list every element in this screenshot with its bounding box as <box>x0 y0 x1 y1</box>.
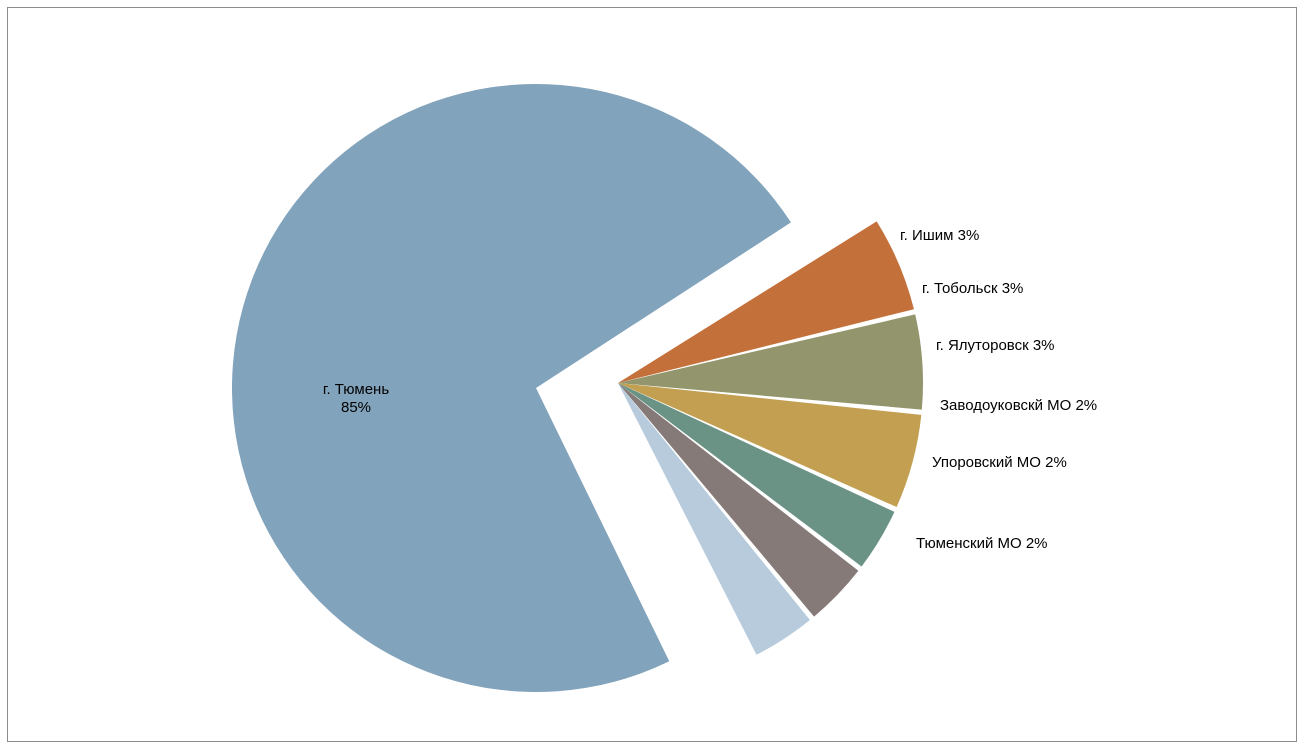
slice-label-7: Тюменский МО 2% <box>916 535 1048 552</box>
pie-slice-7 <box>618 383 810 655</box>
pie-slice-4 <box>618 383 922 508</box>
slice-label-2: г. Ишим 3% <box>900 227 979 244</box>
slice-label-5: Заводоуковскй МО 2% <box>940 397 1097 414</box>
slice-label-category: г. Тюмень <box>323 381 389 398</box>
slice-labels: г. Тюмень 85% г. Ишим 3% г. Тобольск 3% г. Я… <box>323 227 1097 552</box>
slice-label-value: 85% <box>341 399 371 416</box>
slice-label-4: г. Ялуторовск 3% <box>936 337 1055 354</box>
slice-label-1: г. Тюмень 85% <box>323 381 389 416</box>
slice-label-6: Упоровский МО 2% <box>932 454 1067 471</box>
pie-slice-1 <box>232 83 791 692</box>
pie-slice-3 <box>618 314 923 410</box>
pie-slice-5 <box>618 383 895 567</box>
slice-label-3: г. Тобольск 3% <box>922 280 1023 297</box>
pie-slice-6 <box>618 383 859 617</box>
pie-slice-2 <box>618 221 914 383</box>
pie-slices <box>232 83 923 692</box>
